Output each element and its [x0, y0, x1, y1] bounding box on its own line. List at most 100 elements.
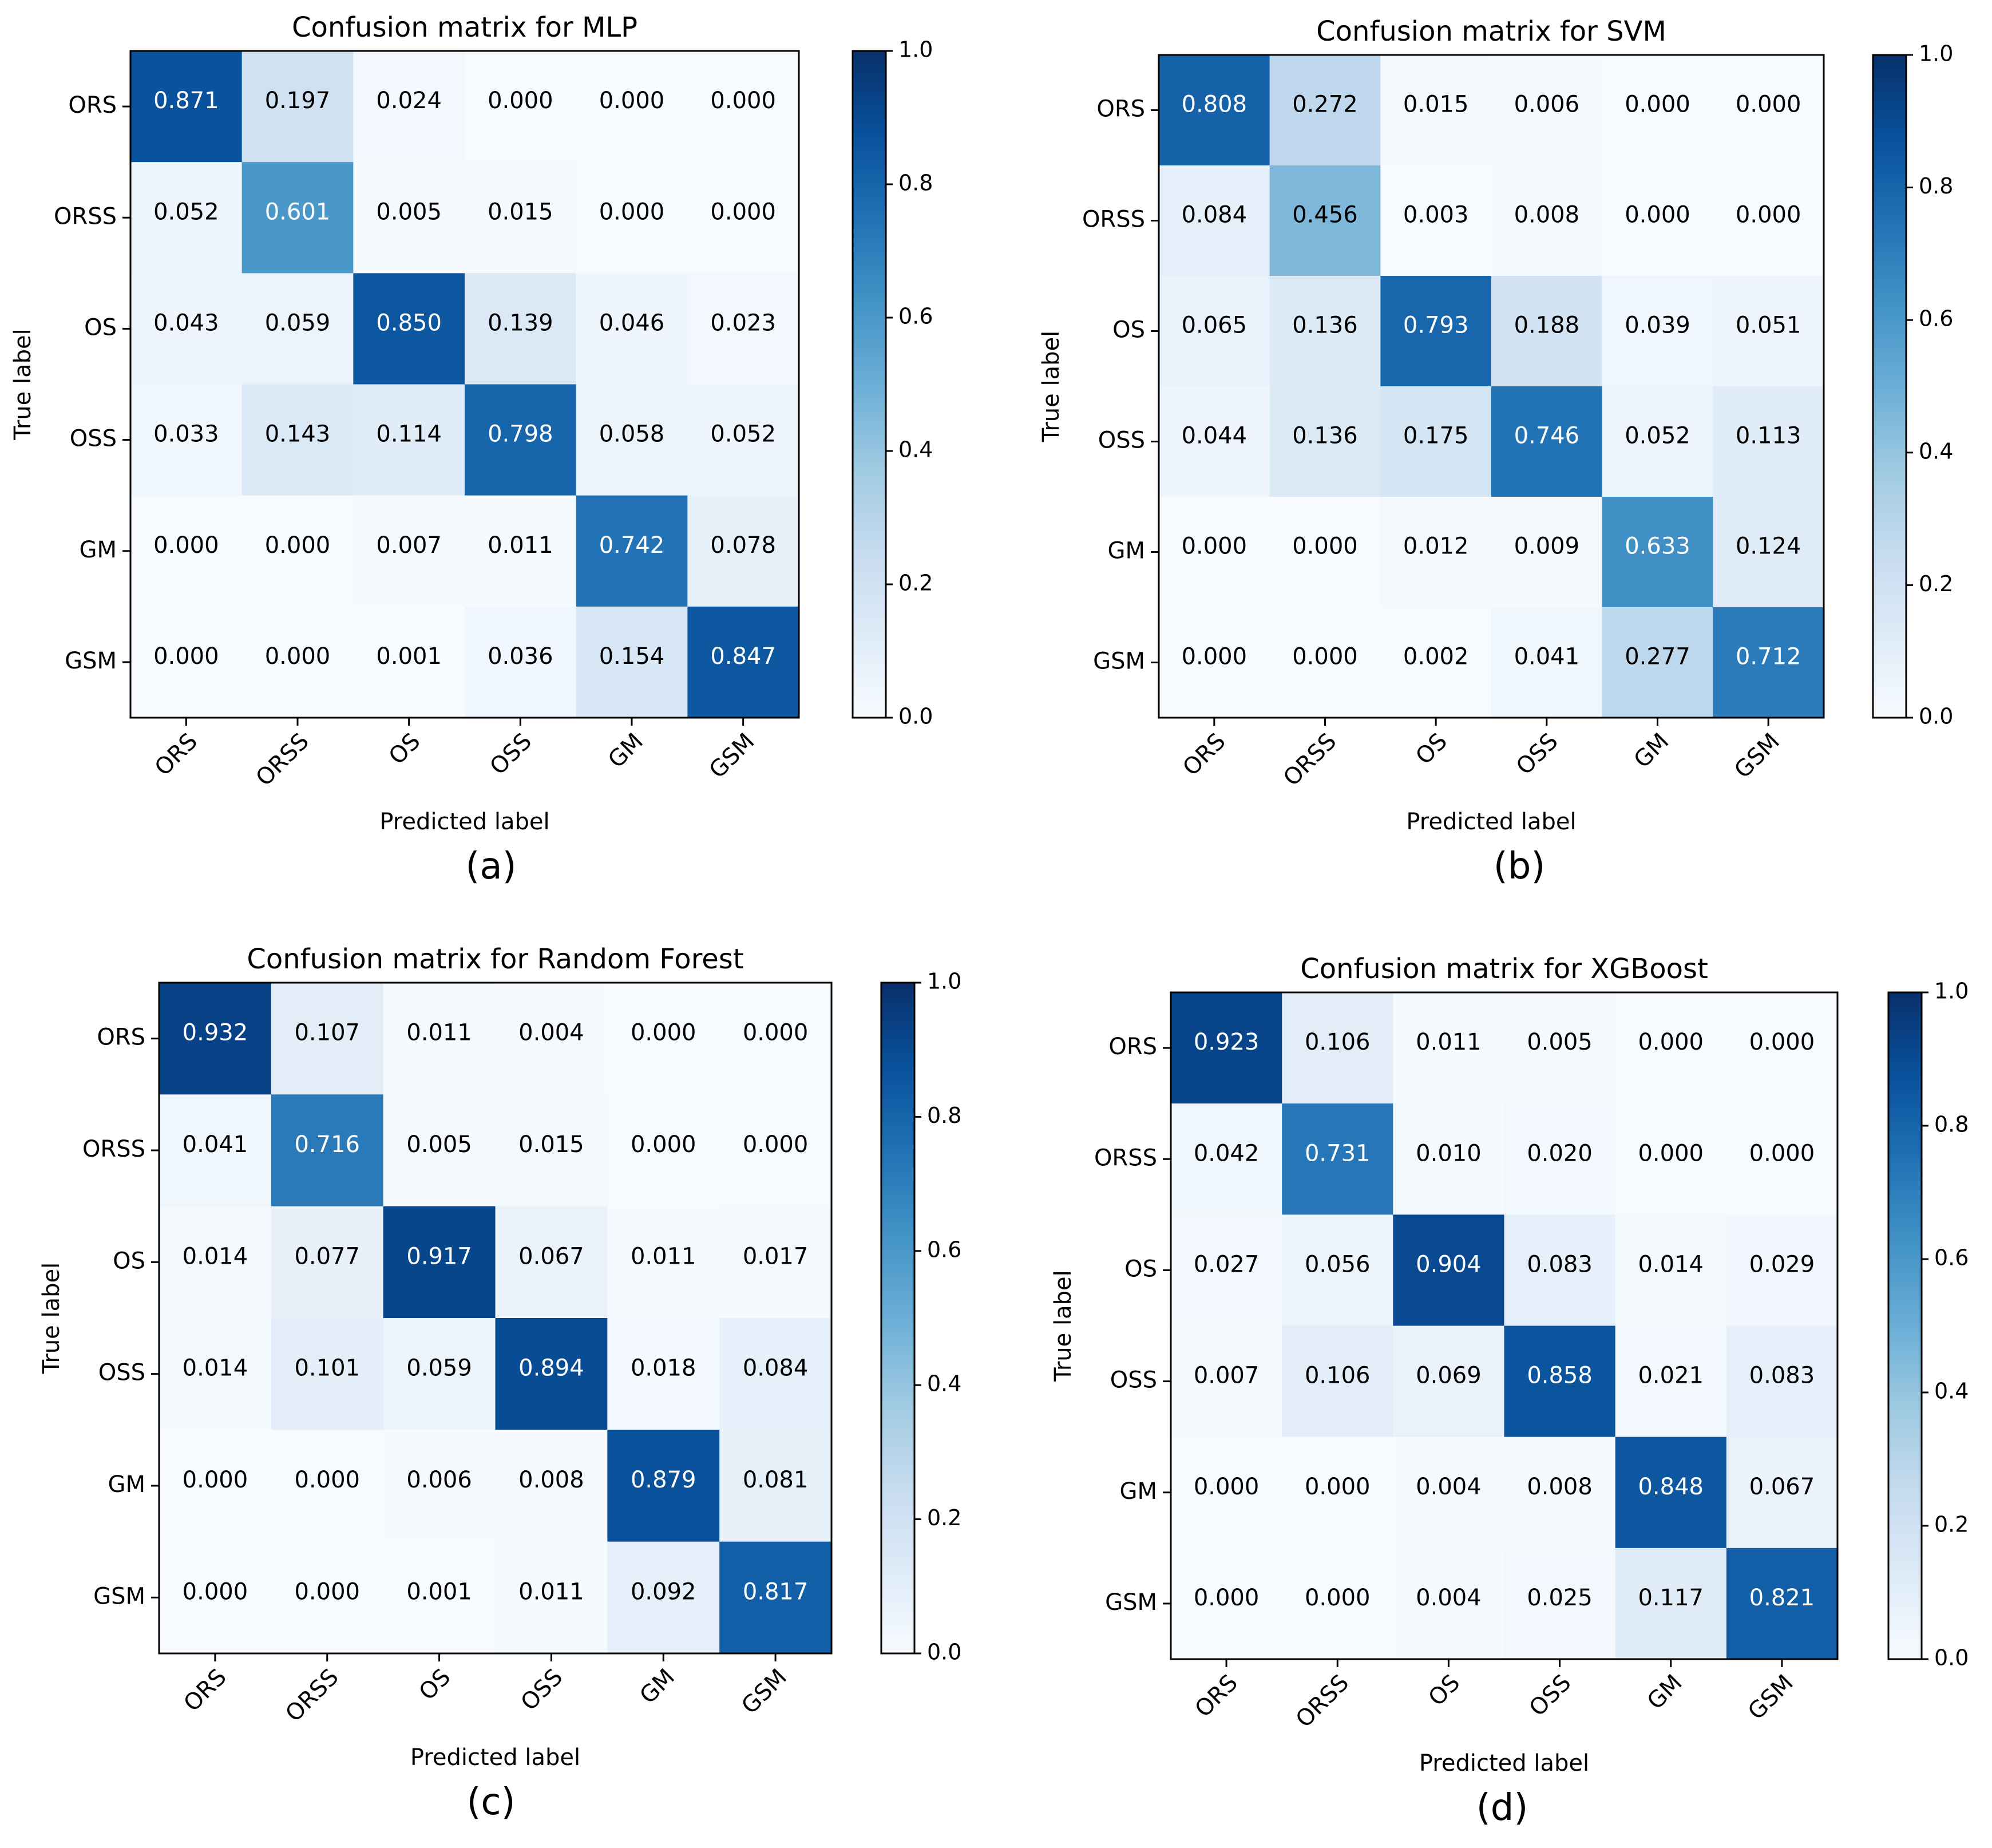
cell-value-label: 0.798 [488, 421, 553, 448]
cell-value-label: 0.001 [376, 643, 442, 670]
heatmap-cell [607, 1541, 720, 1654]
heatmap-cell [1491, 55, 1603, 166]
y-tick-label: ORS [1108, 1034, 1157, 1060]
cell-value-label: 0.008 [1527, 1474, 1593, 1500]
cell-value-label: 0.011 [406, 1020, 472, 1046]
x-tick-label: OSS [1524, 1669, 1577, 1722]
heatmap-cell [687, 162, 799, 274]
heatmap-cell [1171, 1437, 1282, 1549]
cell-value-label: 0.000 [599, 199, 665, 225]
cell-value-label: 0.012 [1403, 533, 1469, 560]
cell-value-label: 0.004 [1416, 1585, 1482, 1611]
heatmap-cell [1159, 165, 1270, 276]
cell-value-label: 0.015 [1403, 92, 1469, 118]
heatmap-cell [241, 384, 354, 496]
y-tick-label: GM [108, 1471, 145, 1498]
cell-value-label: 0.008 [1514, 202, 1580, 228]
x-tick-label: ORS [1178, 728, 1230, 781]
cell-value-label: 0.456 [1292, 202, 1358, 228]
y-tick-label: GSM [1093, 648, 1145, 675]
x-tick-label: GM [1629, 728, 1674, 773]
heatmap-cell [1269, 55, 1381, 166]
heatmap-cell [1615, 1325, 1727, 1438]
y-tick-label: ORS [68, 92, 117, 118]
heatmap-cell [1504, 1103, 1616, 1215]
cell-value-label: 0.006 [406, 1467, 472, 1493]
heatmap-cell [687, 384, 799, 496]
colorbar-tick-label: 0.2 [1919, 571, 1953, 596]
cell-value-label: 0.011 [518, 1578, 584, 1605]
subfigure-caption: (c) [466, 1781, 515, 1823]
heatmap-cell [1171, 1548, 1282, 1660]
heatmap-cell [1282, 1214, 1393, 1327]
cell-value-label: 0.731 [1305, 1140, 1371, 1166]
heatmap-cell [383, 1094, 496, 1207]
colorbar-tick-label: 0.2 [927, 1505, 961, 1530]
cell-value-label: 0.002 [1403, 644, 1469, 670]
heatmap-cell [719, 1318, 832, 1430]
cell-value-label: 0.000 [599, 88, 665, 114]
heatmap-cell [1159, 276, 1270, 387]
y-tick-label: OS [84, 314, 117, 341]
heatmap-cell [1602, 165, 1713, 276]
heatmap-cell [1615, 1214, 1727, 1327]
cell-value-label: 0.001 [406, 1578, 472, 1605]
cell-value-label: 0.058 [599, 421, 665, 448]
cell-value-label: 0.018 [631, 1355, 696, 1382]
heatmap-cell [1713, 386, 1824, 497]
heatmap-cell [1602, 276, 1713, 387]
colorbar-tick-label: 0.6 [927, 1237, 961, 1262]
y-tick-label: GM [1107, 538, 1145, 564]
cell-value-label: 0.000 [1292, 644, 1358, 670]
panel-a: Confusion matrix for MLP 0.871 0.197 0.024 0… [10, 11, 933, 888]
plot-frame [129, 50, 800, 719]
cell-value-label: 0.000 [1305, 1585, 1371, 1611]
y-tick-label: ORSS [1082, 207, 1145, 233]
y-tick-label: GM [79, 537, 117, 563]
heatmap-cell [465, 162, 577, 274]
y-tick-label: ORSS [82, 1136, 145, 1162]
heatmap-cell [576, 495, 688, 607]
cell-value-label: 0.043 [153, 310, 219, 336]
chart-title: Confusion matrix for SVM [1316, 15, 1666, 48]
heatmap-cell [1393, 1548, 1505, 1660]
cell-value-label: 0.113 [1736, 423, 1801, 449]
heatmap-cell [271, 1094, 384, 1207]
cell-value-label: 0.000 [1182, 644, 1248, 670]
heatmap-cell [1491, 386, 1603, 497]
heatmap-cell [576, 51, 688, 163]
x-tick-label: GSM [704, 728, 760, 783]
heatmap-cell [719, 983, 832, 1095]
cell-value-label: 0.106 [1305, 1029, 1371, 1055]
x-axis-label: Predicted label [410, 1744, 580, 1771]
cell-value-label: 0.923 [1194, 1029, 1260, 1055]
cell-value-label: 0.136 [1292, 423, 1358, 449]
heatmap-cell [1504, 1325, 1616, 1438]
cell-value-label: 0.277 [1625, 644, 1690, 670]
heatmap-cell [1393, 1214, 1505, 1327]
y-axis-label: True label [38, 1263, 65, 1374]
cell-value-label: 0.036 [488, 643, 553, 670]
heatmap-cell [1282, 992, 1393, 1104]
colorbar-tick-label: 1.0 [1919, 41, 1953, 66]
cell-value-label: 0.015 [488, 199, 553, 225]
colorbar [880, 982, 916, 1655]
cell-value-label: 0.011 [631, 1243, 696, 1269]
heatmap-cell [465, 606, 577, 718]
y-tick-label: OS [1112, 317, 1145, 343]
heatmap-cell [495, 983, 608, 1095]
heatmap-cell [1504, 1214, 1616, 1327]
y-tick-label: ORS [97, 1024, 145, 1051]
cell-value-label: 0.817 [743, 1578, 809, 1605]
colorbar [1887, 991, 1923, 1660]
x-tick-label: GM [1642, 1669, 1688, 1715]
heatmap-cell [241, 273, 354, 385]
cell-value-label: 0.000 [265, 643, 331, 670]
cell-value-label: 0.847 [710, 643, 776, 670]
x-tick-label: ORSS [1278, 728, 1341, 791]
heatmap-cell [576, 273, 688, 385]
panel-c: Confusion matrix for Random Forest 0.932 0… [38, 943, 961, 1823]
cell-value-label: 0.848 [1638, 1474, 1704, 1500]
cell-value-label: 0.000 [488, 88, 553, 114]
x-tick-label: OSS [485, 728, 537, 780]
